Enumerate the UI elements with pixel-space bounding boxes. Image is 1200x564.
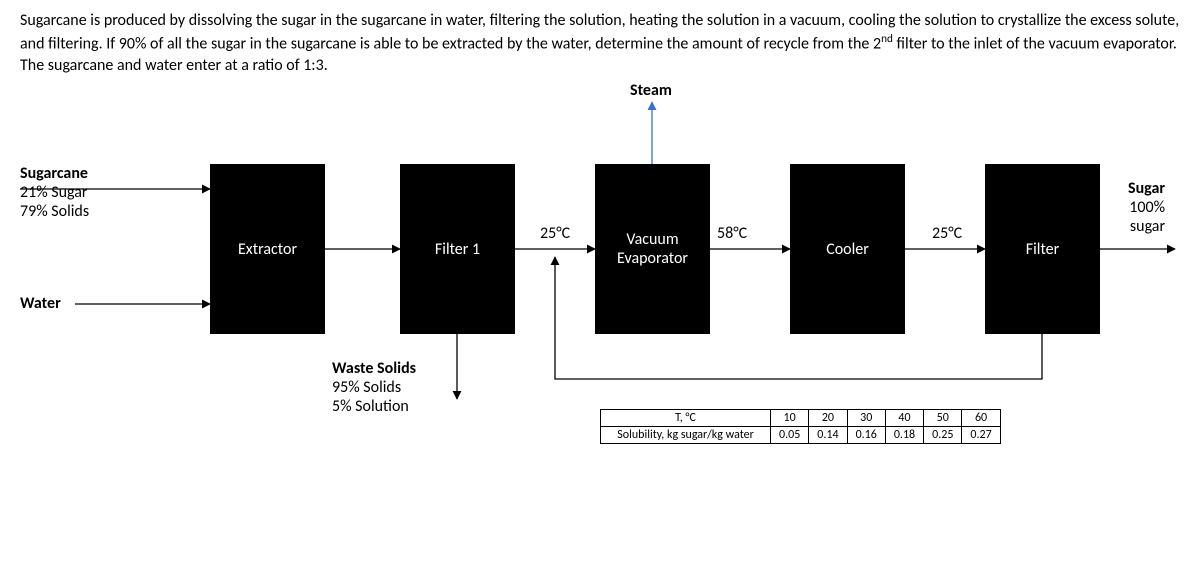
table-row: T, °C 10 20 30 40 50 60	[601, 410, 1001, 427]
block-extractor: Extractor	[210, 164, 325, 334]
table-cell: 60	[962, 410, 1000, 427]
solubility-table: T, °C 10 20 30 40 50 60 Solubility, kg s…	[600, 409, 1001, 444]
table-cell: 20	[809, 410, 847, 427]
table-cell: 30	[847, 410, 885, 427]
table-cell: 0.27	[962, 427, 1000, 444]
label-waste: Waste Solids 95% Solids 5% Solution	[332, 359, 416, 417]
label-sugar-l2: sugar	[1128, 217, 1165, 236]
block-filter1: Filter 1	[400, 164, 515, 334]
label-waste-title: Waste Solids	[332, 359, 416, 378]
table-header-temp: T, °C	[601, 410, 771, 427]
block-cooler-label: Cooler	[826, 240, 869, 259]
block-filter1-label: Filter 1	[435, 240, 480, 259]
block-vacuum-l2: Evaporator	[617, 249, 688, 268]
block-cooler: Cooler	[790, 164, 905, 334]
table-cell: 10	[771, 410, 809, 427]
label-waste-l1: 95% Solids	[332, 378, 416, 397]
temp-25-b: 25°C	[932, 224, 962, 243]
temp-58: 58°C	[717, 224, 747, 243]
table-header-sol: Solubility, kg sugar/kg water	[601, 427, 771, 444]
process-diagram: Extractor Filter 1 Vacuum Evaporator Coo…	[20, 84, 1180, 454]
table-cell: 40	[885, 410, 923, 427]
block-vacuum-l1: Vacuum	[626, 230, 678, 249]
label-waste-l2: 5% Solution	[332, 397, 416, 416]
table-cell: 0.16	[847, 427, 885, 444]
label-sugarcane-l2: 79% Solids	[20, 202, 89, 221]
table-cell: 0.25	[924, 427, 962, 444]
label-sugar-l1: 100%	[1128, 198, 1165, 217]
label-sugarcane: Sugarcane 21% Sugar 79% Solids	[20, 164, 89, 222]
block-vacuum-evaporator: Vacuum Evaporator	[595, 164, 710, 334]
block-extractor-label: Extractor	[238, 240, 297, 259]
label-water: Water	[20, 294, 61, 313]
label-sugarcane-title: Sugarcane	[20, 164, 89, 183]
temp-25-a: 25°C	[540, 224, 570, 243]
label-sugar: Sugar 100% sugar	[1128, 179, 1165, 237]
table-row: Solubility, kg sugar/kg water 0.05 0.14 …	[601, 427, 1001, 444]
table-cell: 50	[924, 410, 962, 427]
label-steam: Steam	[630, 81, 672, 100]
problem-text: Sugarcane is produced by dissolving the …	[20, 10, 1180, 76]
table-cell: 0.05	[771, 427, 809, 444]
block-filter2: Filter	[985, 164, 1100, 334]
block-filter2-label: Filter	[1026, 240, 1059, 259]
label-sugar-title: Sugar	[1128, 179, 1165, 198]
table-cell: 0.18	[885, 427, 923, 444]
label-sugarcane-l1: 21% Sugar	[20, 183, 89, 202]
table-cell: 0.14	[809, 427, 847, 444]
